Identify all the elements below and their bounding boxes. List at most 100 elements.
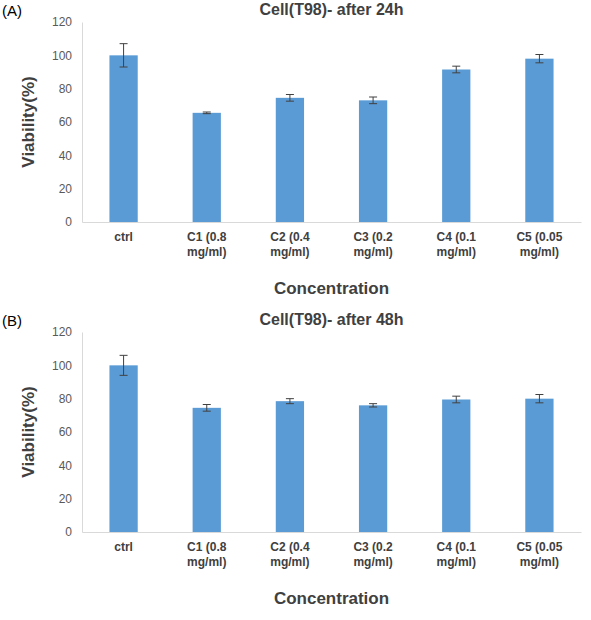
x-tick: C1 (0.8mg/ml) xyxy=(187,532,227,569)
x-tick: C3 (0.2mg/ml) xyxy=(353,222,393,259)
x-tick-label: C2 (0.4mg/ml) xyxy=(270,540,310,570)
x-tick-label: C4 (0.1mg/ml) xyxy=(437,230,477,260)
error-bar xyxy=(203,405,211,412)
y-tick: 80 xyxy=(59,392,82,406)
y-axis-line xyxy=(82,23,83,223)
y-tick-label: 40 xyxy=(59,459,73,473)
marks xyxy=(109,355,553,532)
error-bar xyxy=(535,55,543,63)
x-axis-title: Concentration xyxy=(274,589,389,608)
marks xyxy=(109,44,553,222)
x-tick: ctrl xyxy=(114,532,133,554)
x-tick-label: C3 (0.2mg/ml) xyxy=(353,540,393,570)
y-tick: 0 xyxy=(65,525,82,539)
x-tick-label: C4 (0.1mg/ml) xyxy=(437,540,477,570)
error-bar xyxy=(286,399,294,404)
x-axis: ctrl C1 (0.8mg/ml) C2 (0.4mg/ml) C3 (0.2mg/… xyxy=(83,222,582,259)
title: Cell(T98)- after 48h xyxy=(259,311,403,328)
error-bar xyxy=(535,395,543,403)
x-tick: C4 (0.1mg/ml) xyxy=(437,532,477,569)
y-axis: 0 20 40 60 80 100 120 xyxy=(52,15,83,229)
x-axis: ctrl C1 (0.8mg/ml) C2 (0.4mg/ml) C3 (0.2mg/… xyxy=(83,532,582,569)
x-tick-label: C3 (0.2mg/ml) xyxy=(353,230,393,260)
plot-area: 020406080100120ctrlC1 (0.8mg/ml)C2 (0.4m… xyxy=(52,325,582,569)
x-tick: C1 (0.8mg/ml) xyxy=(187,222,227,259)
y-axis: 020406080100120 xyxy=(52,325,83,539)
title: Cell(T98)- after 24h xyxy=(259,1,403,18)
y-axis-title: Viability(%) xyxy=(19,76,38,167)
x-tick-label: C5 (0.05mg/ml) xyxy=(516,540,562,570)
error-bar-line xyxy=(286,399,294,404)
x-tick-label: ctrl xyxy=(114,230,133,244)
x-tick-label: ctrl xyxy=(114,540,133,554)
error-bar xyxy=(369,97,377,104)
y-tick-label: 80 xyxy=(59,392,73,406)
y-tick: 20 xyxy=(59,182,82,196)
y-tick-label: 120 xyxy=(52,325,72,339)
x-tick: C2 (0.4mg/ml) xyxy=(270,532,310,569)
y-tick-label: 0 xyxy=(65,525,72,539)
error-bar-line xyxy=(286,95,294,102)
y-tick-label: 80 xyxy=(59,82,73,96)
bar xyxy=(276,98,304,222)
error-bar xyxy=(203,112,211,114)
y-tick-label: 20 xyxy=(59,182,73,196)
bar xyxy=(359,405,387,532)
bar xyxy=(109,55,137,222)
error-bar-line xyxy=(452,66,460,73)
y-tick: 60 xyxy=(59,425,82,439)
panel-label: (A) xyxy=(2,2,22,19)
x-tick: ctrl xyxy=(114,222,133,244)
x-tick: C5 (0.05mg/ml) xyxy=(516,222,562,259)
plot-area: 0 20 40 60 80 100 120 ctrl C1 (0.8mg/ml) C2 (0.4m… xyxy=(52,15,582,259)
y-tick: 100 xyxy=(52,359,82,373)
error-bar xyxy=(120,44,128,67)
error-bar xyxy=(452,66,460,73)
error-bar xyxy=(452,396,460,403)
y-tick-label: 120 xyxy=(52,15,72,29)
error-bar-line xyxy=(120,44,128,67)
bar xyxy=(276,401,304,532)
y-tick-label: 0 xyxy=(65,215,72,229)
y-tick-label: 100 xyxy=(52,359,72,373)
panel-label: (B) xyxy=(2,312,22,329)
error-bar xyxy=(120,355,128,375)
error-bar-line xyxy=(203,405,211,412)
error-bar-line xyxy=(369,404,377,407)
bar xyxy=(442,70,470,223)
bar xyxy=(193,113,221,222)
y-axis-line xyxy=(82,333,83,533)
error-bar-line xyxy=(535,55,543,63)
error-bar xyxy=(286,95,294,102)
x-tick: C5 (0.05mg/ml) xyxy=(516,532,562,569)
x-tick-label: C2 (0.4mg/ml) xyxy=(270,230,310,260)
y-tick: 60 xyxy=(59,115,82,129)
y-tick-label: 40 xyxy=(59,149,73,163)
x-tick: C2 (0.4mg/ml) xyxy=(270,222,310,259)
y-tick: 120 xyxy=(52,325,82,339)
x-tick: C4 (0.1mg/ml) xyxy=(437,222,477,259)
error-bar-line xyxy=(452,396,460,403)
error-bar-line xyxy=(369,97,377,104)
y-axis-title: Viability(%) xyxy=(19,386,38,477)
y-tick: 120 xyxy=(52,15,82,29)
x-axis-line xyxy=(83,532,582,533)
y-tick-label: 100 xyxy=(52,49,72,63)
y-tick: 80 xyxy=(59,82,82,96)
x-tick-label: C5 (0.05mg/ml) xyxy=(516,230,562,260)
bar xyxy=(442,400,470,533)
y-tick: 40 xyxy=(59,459,82,473)
bar xyxy=(193,408,221,532)
bar xyxy=(359,100,387,222)
x-axis-line xyxy=(83,222,582,223)
bar xyxy=(109,365,137,532)
bar xyxy=(525,399,553,532)
x-tick-label: C1 (0.8mg/ml) xyxy=(187,540,227,570)
panel: 0 20 40 60 80 100 120 ctrl C1 (0.8mg/ml) C2 (0.4m… xyxy=(2,1,582,298)
y-tick: 40 xyxy=(59,149,82,163)
x-axis-title: Concentration xyxy=(274,279,389,298)
x-tick: C3 (0.2mg/ml) xyxy=(353,532,393,569)
bar xyxy=(525,59,553,222)
y-tick-label: 60 xyxy=(59,115,73,129)
panel: 020406080100120ctrlC1 (0.8mg/ml)C2 (0.4m… xyxy=(2,311,582,608)
